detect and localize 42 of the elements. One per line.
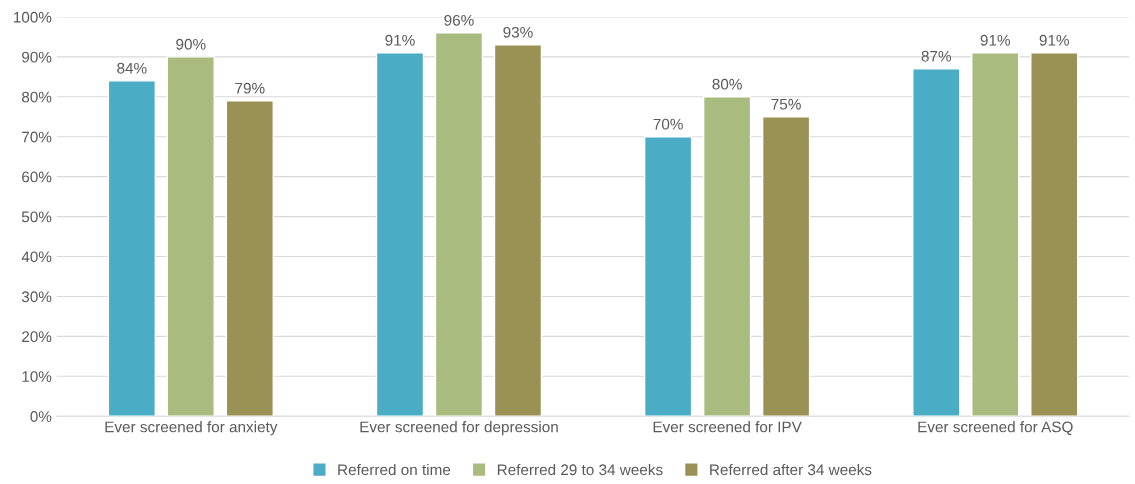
data-label: 80% [712, 78, 742, 90]
bar [643, 136, 693, 417]
bar [971, 52, 1020, 417]
bar [107, 80, 156, 417]
bar [912, 68, 961, 417]
data-label: 75% [771, 98, 801, 110]
x-tick-label: Ever screened for IPV [653, 421, 802, 433]
bar [225, 100, 274, 417]
data-label: 70% [653, 118, 683, 130]
bar [166, 56, 215, 417]
bar [375, 52, 425, 417]
data-label: 93% [503, 26, 533, 38]
bar [702, 96, 752, 417]
x-tick-label: Ever screened for depression [360, 421, 558, 436]
x-tick-label: Ever screened for ASQ [918, 421, 1073, 436]
y-tick-label: 20% [22, 331, 52, 343]
y-tick-label: 40% [21, 251, 52, 263]
y-tick-label: 100% [13, 11, 52, 23]
y-tick-label: 80% [21, 91, 52, 103]
data-label: 91% [980, 34, 1010, 46]
legend-label: Referred after 34 weeks [710, 463, 872, 476]
data-label: 84% [117, 62, 147, 74]
y-tick-label: 50% [21, 211, 52, 223]
bar [1030, 52, 1079, 417]
y-tick-label: 30% [21, 291, 52, 303]
y-tick-label: 90% [22, 51, 52, 63]
data-label: 91% [1039, 34, 1069, 46]
legend-label: Referred on time [338, 463, 451, 476]
bar [761, 116, 811, 417]
x-tick-label: Ever screened for anxiety [105, 421, 278, 436]
bar [493, 44, 543, 417]
y-tick-label: 0% [30, 411, 52, 422]
y-tick-label: 70% [22, 131, 52, 143]
legend-label: Referred 29 to 34 weeks [497, 463, 663, 476]
data-label: 96% [444, 14, 474, 26]
data-label: 87% [921, 50, 952, 62]
data-label: 79% [235, 82, 265, 94]
data-label: 90% [176, 38, 206, 50]
y-tick-label: 10% [22, 371, 52, 382]
data-label: 91% [385, 34, 415, 46]
y-tick-label: 60% [22, 171, 52, 183]
bar [434, 32, 484, 417]
